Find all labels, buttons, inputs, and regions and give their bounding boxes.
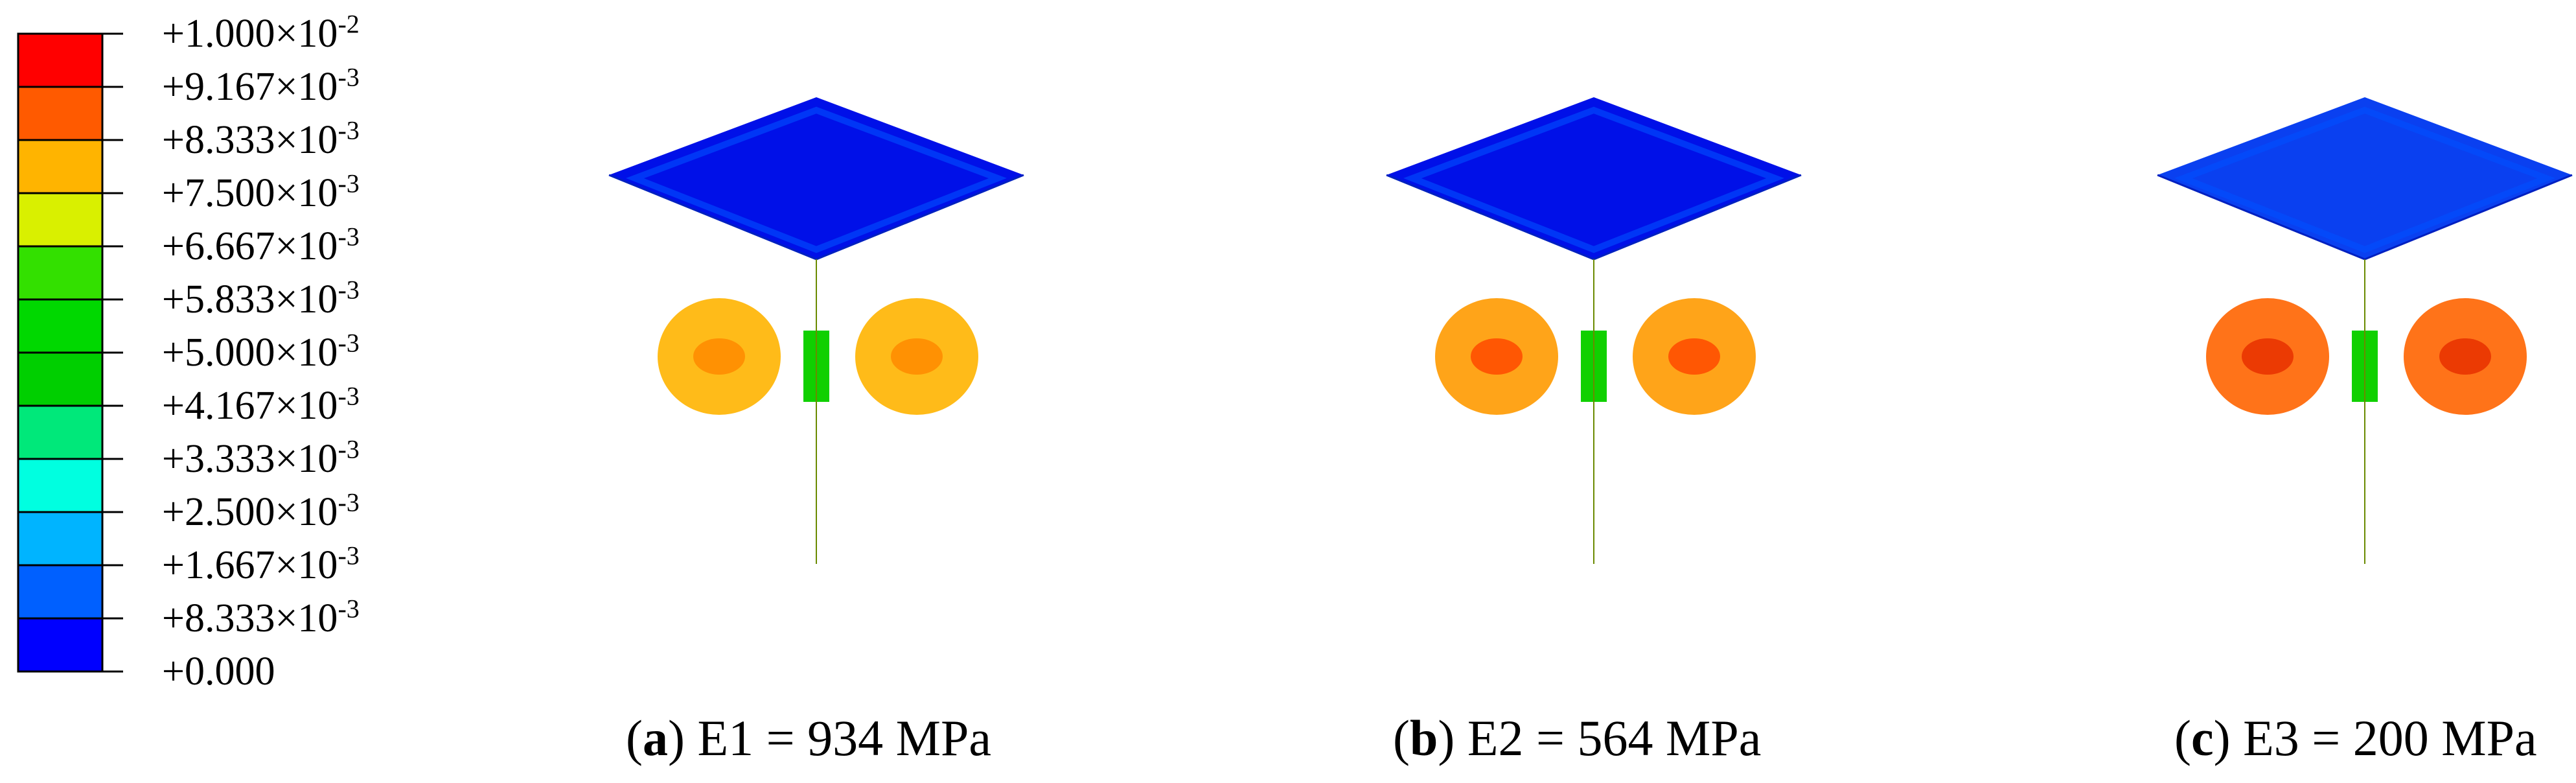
top-face-contour [626,106,1007,253]
peak-region-left [693,338,745,375]
legend-swatch [17,32,104,88]
peak-region-right [1668,338,1720,375]
top-face-contour [2174,106,2555,253]
legend-swatch [17,245,104,301]
legend-tick-label: +9.167×10-3 [162,62,360,109]
legend-tick-label: +7.500×10-3 [162,169,360,215]
cube-top-face [2157,97,2572,259]
legend-tick-label: +6.667×10-3 [162,222,360,268]
cube-panel-a [557,84,1075,577]
cube-panel-b [1335,84,1853,577]
legend-swatch [17,617,104,673]
caption-letter: a [642,710,668,766]
legend-swatch [17,192,104,248]
cube-plot-c [2157,97,2573,564]
legend-swatch [17,404,104,460]
legend-tick-label: +8.333×10-3 [162,594,360,640]
caption-b: (b) E2 = 564 MPa [1393,710,1762,766]
legend-tick-label: +4.167×10-3 [162,381,360,428]
legend-tick-label: +1.000×10-2 [162,9,360,56]
legend-swatch [17,86,104,141]
legend-swatch [17,139,104,194]
legend-tick-label: +3.333×10-3 [162,434,360,481]
legend-swatch [17,564,104,620]
cube-top-face [1386,97,1801,259]
peak-region-left [2242,338,2294,375]
legend-color-bar [17,32,123,673]
legend-swatch [17,351,104,407]
legend-tick-label: +0.000 [162,649,275,694]
top-face-contour [1403,106,1784,253]
cube-panel-c [2106,84,2576,577]
legend-tick-label: +2.500×10-3 [162,487,360,534]
caption-a: (a) E1 = 934 MPa [626,710,991,766]
caption-letter: c [2191,710,2214,766]
peak-region-left [1471,338,1523,375]
color-legend: +1.000×10-2 +9.167×10-3 +8.333×10-3 +7.500×… [13,11,441,692]
legend-tick-label: +5.000×10-3 [162,328,360,375]
caption-c: (c) E3 = 200 MPa [2174,710,2537,766]
legend-swatch [17,298,104,354]
cube-plot-a [608,97,1024,564]
legend-tick-label: +8.333×10-3 [162,115,360,162]
legend-swatch [17,458,104,513]
legend-swatch [17,511,104,567]
legend-tick-label: +1.667×10-3 [162,541,360,587]
cube-plot-b [1386,97,1802,564]
peak-region-right [2439,338,2491,375]
caption-letter: b [1409,710,1438,766]
peak-region-right [891,338,943,375]
cube-top-face [609,97,1024,259]
legend-tick-label: +5.833×10-3 [162,275,360,321]
